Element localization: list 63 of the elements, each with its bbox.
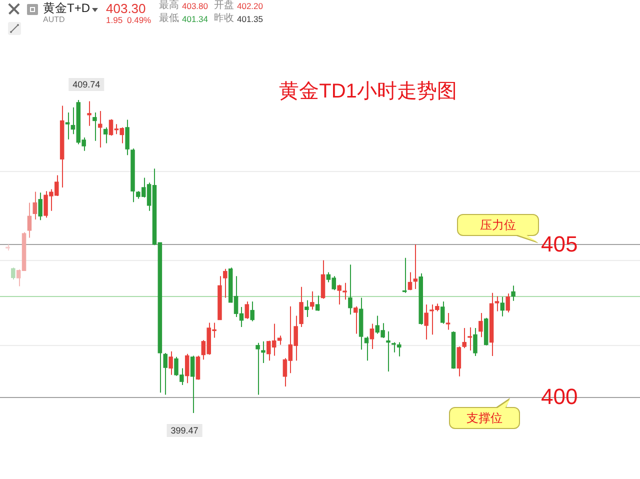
candlestick xyxy=(125,119,130,156)
candlestick xyxy=(364,336,369,362)
candlestick xyxy=(456,346,462,377)
candlestick xyxy=(424,304,428,340)
candlestick xyxy=(16,268,21,287)
text: 黄金T+D xyxy=(43,1,90,15)
candlestick xyxy=(315,295,320,312)
text: 昨收 xyxy=(214,13,234,24)
candlestick xyxy=(103,126,108,144)
candlestick xyxy=(184,353,190,384)
candlestick xyxy=(494,296,500,312)
candlestick xyxy=(11,267,16,280)
candlestick xyxy=(478,312,483,338)
candlestick xyxy=(190,355,195,414)
annotation: 压力位 xyxy=(480,218,516,232)
candlestick xyxy=(256,342,260,396)
candlestick xyxy=(413,244,418,290)
candlestick xyxy=(468,326,472,352)
text: 401.34 xyxy=(182,14,208,24)
candlestick xyxy=(196,355,200,380)
candlestick xyxy=(310,290,314,310)
candlestick xyxy=(27,202,32,238)
candlestick xyxy=(65,112,70,140)
text: 最低 xyxy=(159,13,179,24)
candlestick xyxy=(370,323,374,350)
annotation: 支撑位 xyxy=(466,410,502,425)
ref-line-label: 400 xyxy=(541,384,578,409)
candlestick xyxy=(354,306,358,334)
candlestick xyxy=(98,110,102,148)
candlestick xyxy=(244,300,250,320)
candlestick xyxy=(511,285,516,302)
candlestick xyxy=(87,100,92,126)
candlestick xyxy=(92,112,97,142)
candlestick xyxy=(500,296,505,317)
candlestick xyxy=(408,272,412,291)
text: 401.35 xyxy=(237,14,263,24)
candlestick xyxy=(473,327,478,357)
candlestick xyxy=(38,192,42,221)
candlestick xyxy=(348,264,352,316)
text: 403.30 xyxy=(106,1,146,16)
candlestick xyxy=(506,293,510,313)
text: 0.49% xyxy=(127,15,152,25)
chart-title: 黄金TD1小时走势图 xyxy=(279,80,457,103)
text: 402.20 xyxy=(237,1,263,11)
candlestick xyxy=(446,312,450,330)
text: 399.47 xyxy=(170,425,198,436)
candlestick xyxy=(386,330,390,372)
candlestick xyxy=(261,340,266,364)
candlestick xyxy=(320,260,326,300)
text: 开盘 xyxy=(214,0,234,11)
ref-line-label: 405 xyxy=(541,232,578,257)
text: 403.80 xyxy=(182,1,208,11)
candlestick xyxy=(223,268,228,298)
text: AUTD xyxy=(43,15,65,24)
candlestick xyxy=(299,286,304,328)
candlestick xyxy=(304,300,309,318)
candlestick xyxy=(440,300,445,324)
candlestick xyxy=(462,327,466,349)
candlestick xyxy=(168,350,173,376)
text: 1.95 xyxy=(106,15,123,25)
candlestick xyxy=(250,300,254,322)
candlestick xyxy=(32,191,38,220)
candlestick xyxy=(163,352,168,396)
